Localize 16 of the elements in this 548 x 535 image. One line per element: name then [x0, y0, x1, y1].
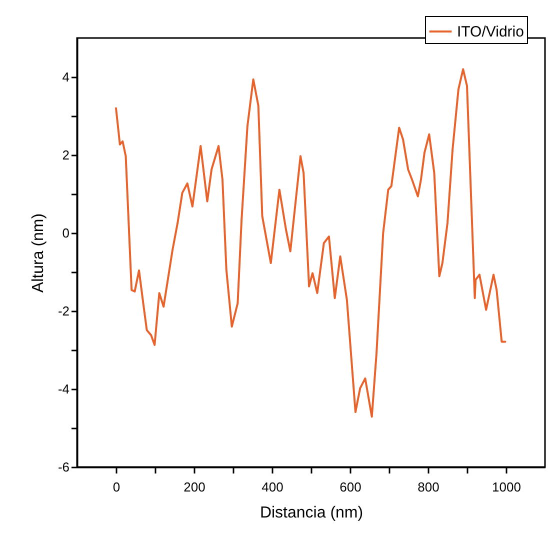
y-tick-label: -6 — [58, 460, 70, 474]
y-tick-label: -4 — [58, 382, 70, 396]
x-tick-label: 1000 — [492, 480, 521, 494]
x-tick-label: 400 — [262, 480, 284, 494]
x-tick-label: 600 — [340, 480, 362, 494]
y-tick-label: -2 — [58, 304, 70, 318]
y-tick-label: 2 — [62, 148, 70, 162]
y-tick-label: 0 — [62, 226, 70, 240]
y-axis-title: Altura (nm) — [30, 213, 47, 293]
line-series — [115, 68, 506, 418]
legend-label: ITO/Vidrio — [457, 24, 524, 40]
y-tick-label: 4 — [62, 70, 70, 84]
x-axis-title: Distancia (nm) — [260, 504, 364, 522]
x-tick-label: 200 — [184, 480, 206, 494]
x-tick-label: 0 — [112, 480, 120, 494]
x-tick-label: 800 — [418, 480, 440, 494]
